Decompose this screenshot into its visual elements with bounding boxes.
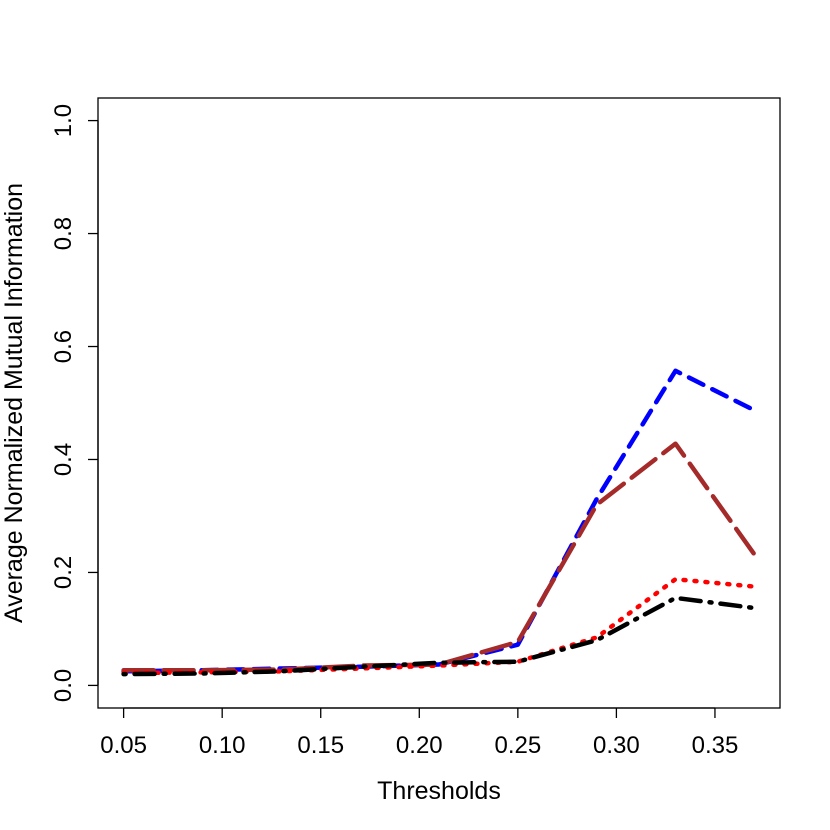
series-line-2	[121, 441, 757, 673]
y-tick-label: 0.6	[50, 330, 77, 363]
x-tick-label: 0.10	[199, 732, 246, 759]
x-tick-label: 0.20	[396, 732, 443, 759]
x-tick-label: 0.05	[100, 732, 147, 759]
series-line-3	[121, 576, 757, 676]
x-tick-label: 0.35	[692, 732, 739, 759]
x-tick-label: 0.15	[297, 732, 344, 759]
y-tick-label: 0.2	[50, 556, 77, 589]
series-line-1	[121, 368, 757, 674]
y-axis: 0.0 0.2 0.4 0.6 0.8 1.0	[50, 104, 99, 702]
y-tick-label: 0.8	[50, 217, 77, 250]
y-tick-label: 1.0	[50, 104, 77, 137]
y-tick-label: 0.4	[50, 443, 77, 476]
x-axis: 0.05 0.10 0.15 0.20 0.25 0.30 0.35	[100, 707, 739, 759]
x-axis-title: Thresholds	[377, 777, 501, 805]
y-tick-label: 0.0	[50, 669, 77, 702]
series-line-4	[121, 595, 757, 677]
x-tick-label: 0.30	[593, 732, 640, 759]
y-axis-title: Average Normalized Mutual Information	[0, 183, 28, 623]
plot-frame	[97, 97, 781, 709]
series-layer	[121, 368, 757, 677]
x-tick-label: 0.25	[494, 732, 541, 759]
